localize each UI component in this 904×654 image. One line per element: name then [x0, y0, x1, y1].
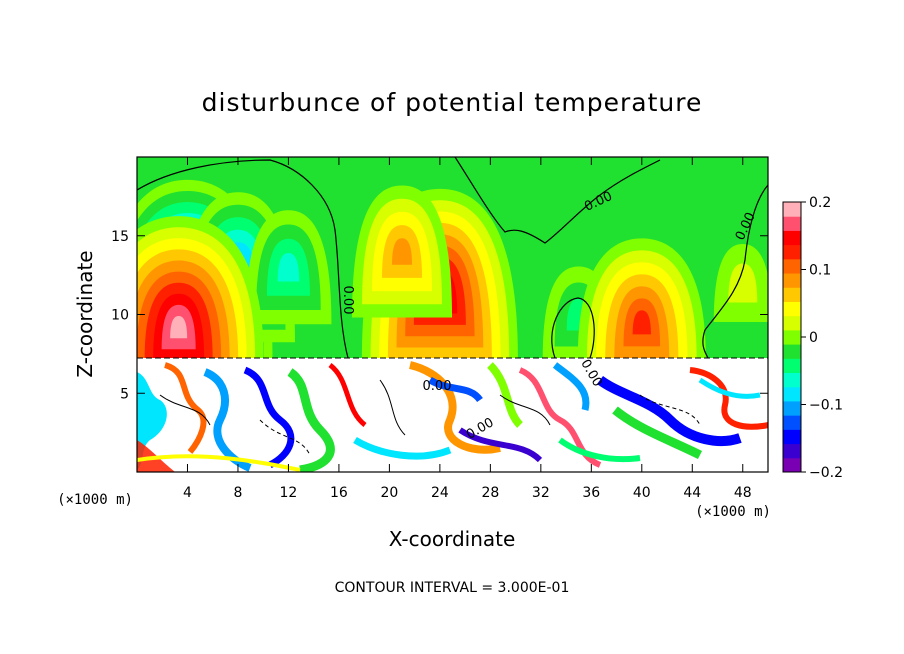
field-feature — [352, 185, 453, 318]
field-level — [632, 310, 651, 335]
plot-field: 0.00 0.00 0.00 0.00 0.00 0.00 — [137, 157, 768, 472]
contour-label-4: 0.00 — [423, 379, 452, 394]
colorbar-step — [783, 258, 801, 274]
colorbar-tick-label: −0.2 — [809, 465, 843, 481]
field-level — [170, 316, 188, 339]
field-level — [728, 263, 758, 303]
field-feature — [245, 210, 332, 325]
x-tick-label: 12 — [280, 485, 298, 501]
contour-interval-note: CONTOUR INTERVAL = 3.000E-01 — [335, 580, 570, 596]
colorbar-step — [783, 358, 801, 374]
colorbar-step — [783, 216, 801, 231]
colorbar-tick-label: 0 — [809, 330, 818, 346]
x-axis-unit-right: (×1000 m) — [695, 504, 771, 520]
field-blobs — [137, 179, 768, 359]
colorbar-tick-label: 0.1 — [809, 263, 831, 279]
colorbar-step — [783, 344, 801, 359]
x-tick-label: 4 — [183, 485, 192, 501]
colorbar-tick-label: −0.1 — [809, 398, 843, 414]
x-tick-label: 28 — [481, 485, 499, 501]
contour-lines — [137, 157, 768, 359]
x-tick-label: 44 — [683, 485, 701, 501]
y-axis-label: Z-coordinate — [73, 250, 97, 377]
colorbar-step — [783, 230, 801, 246]
contour-label-3: 0.00 — [340, 286, 355, 315]
colorbar: 0.2 0.1 0 −0.1 −0.2 — [782, 195, 843, 481]
turbulent-layer — [137, 357, 768, 472]
colorbar-step — [783, 386, 801, 402]
y-axis-ticks: 5 10 15 — [111, 229, 768, 402]
x-axis-label: X-coordinate — [389, 527, 516, 551]
colorbar-step — [783, 457, 801, 473]
colorbar-step — [783, 273, 801, 288]
colorbar-step — [783, 429, 801, 445]
field-feature — [577, 238, 706, 359]
chart-title: disturbunce of potential temperature — [202, 88, 703, 117]
x-tick-label: 48 — [734, 485, 752, 501]
colorbar-step — [783, 400, 801, 416]
colorbar-ticks: 0.2 0.1 0 −0.1 −0.2 — [801, 195, 843, 481]
colorbar-steps — [783, 202, 801, 473]
x-tick-label: 40 — [633, 485, 651, 501]
field-feature — [137, 216, 264, 359]
x-axis-ticks: 4 8 12 16 20 24 28 32 36 40 44 48 — [183, 157, 752, 501]
x-tick-label: 16 — [330, 485, 348, 501]
field-level — [392, 238, 413, 265]
colorbar-step — [783, 372, 801, 388]
field-feature — [713, 244, 768, 322]
x-tick-label: 36 — [582, 485, 600, 501]
y-tick-label: 15 — [111, 229, 129, 245]
colorbar-step — [783, 415, 801, 430]
y-tick-label: 5 — [120, 386, 129, 402]
colorbar-tick-label: 0.2 — [809, 195, 831, 211]
x-axis-unit-left: (×1000 m) — [57, 492, 133, 508]
colorbar-step — [783, 315, 801, 331]
x-tick-label: 24 — [431, 485, 449, 501]
x-tick-label: 20 — [380, 485, 398, 501]
colorbar-step — [783, 287, 801, 302]
y-tick-label: 10 — [111, 308, 129, 324]
colorbar-step — [783, 244, 801, 260]
colorbar-step — [783, 329, 801, 345]
field-level — [277, 253, 300, 282]
colorbar-step — [783, 202, 801, 217]
colorbar-step — [783, 443, 801, 459]
x-tick-label: 32 — [532, 485, 550, 501]
x-tick-label: 8 — [233, 485, 242, 501]
colorbar-step — [783, 301, 801, 317]
